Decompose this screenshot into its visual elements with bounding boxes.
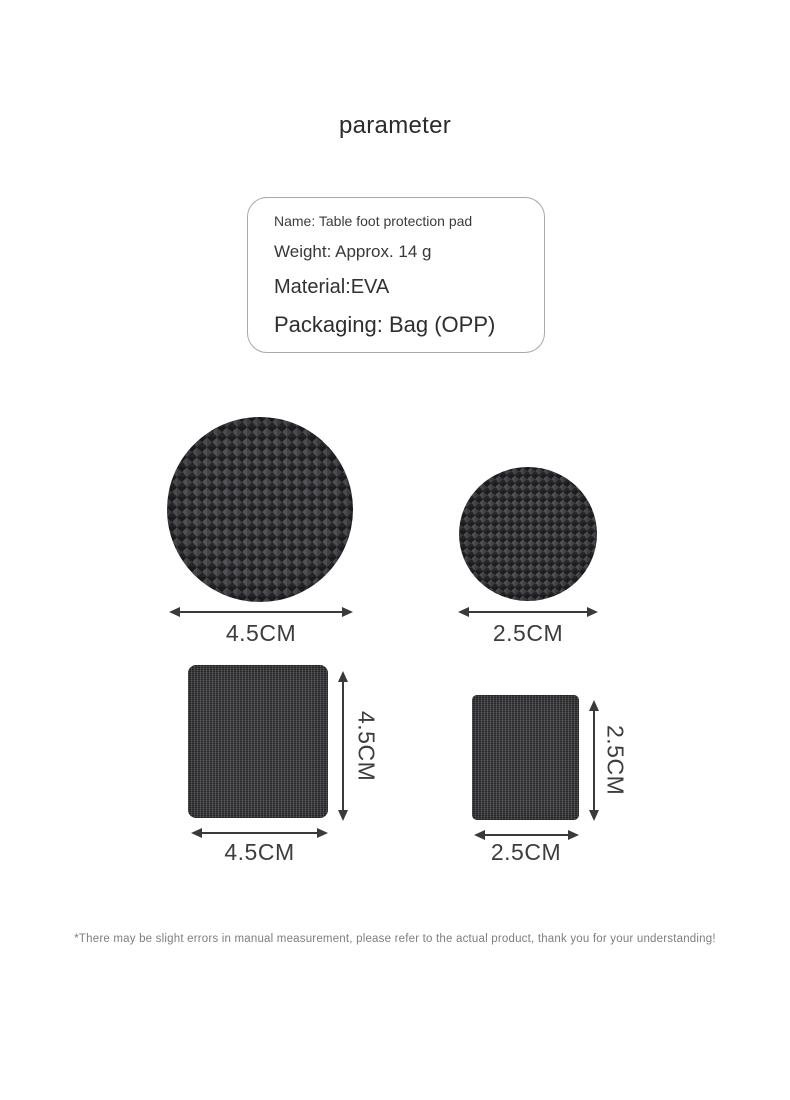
- dimension-label-square-small-height: 2.5CM: [602, 725, 629, 796]
- square-pad-large-image: [188, 665, 328, 818]
- dimension-label-square-large-height: 4.5CM: [353, 710, 380, 782]
- dimension-arrow-vertical-icon: [589, 700, 599, 821]
- page-title: parameter: [338, 112, 452, 139]
- footnote: *There may be slight errors in manual me…: [74, 933, 716, 945]
- arrow-shaft: [593, 702, 595, 819]
- dimension-label-square-small-width: 2.5CM: [490, 839, 562, 865]
- spec-card: Name: Table foot protection pad Weight: …: [247, 197, 545, 353]
- arrow-shaft: [342, 673, 344, 819]
- dimension-label-circle-small: 2.5CM: [492, 620, 564, 646]
- dimension-label-circle-large: 4.5CM: [225, 620, 297, 646]
- square-pad-small-image: [472, 695, 579, 820]
- arrow-shaft: [476, 834, 577, 836]
- dimension-arrow-horizontal-icon: [474, 830, 579, 840]
- spec-packaging: Packaging: Bag (OPP): [274, 311, 496, 337]
- dimension-arrow-horizontal-icon: [458, 607, 598, 617]
- spec-weight: Weight: Approx. 14 g: [274, 242, 432, 262]
- spec-material: Material:EVA: [274, 275, 390, 298]
- round-pad-large-image: [167, 417, 353, 602]
- dimension-arrow-horizontal-icon: [191, 828, 328, 838]
- spec-name: Name: Table foot protection pad: [274, 213, 473, 229]
- dimension-label-square-large-width: 4.5CM: [224, 839, 295, 865]
- dimension-arrow-horizontal-icon: [169, 607, 353, 617]
- round-pad-small-image: [459, 467, 597, 601]
- arrow-shaft: [193, 832, 326, 834]
- arrow-shaft: [460, 611, 596, 613]
- dimension-arrow-vertical-icon: [338, 671, 348, 821]
- arrow-shaft: [171, 611, 351, 613]
